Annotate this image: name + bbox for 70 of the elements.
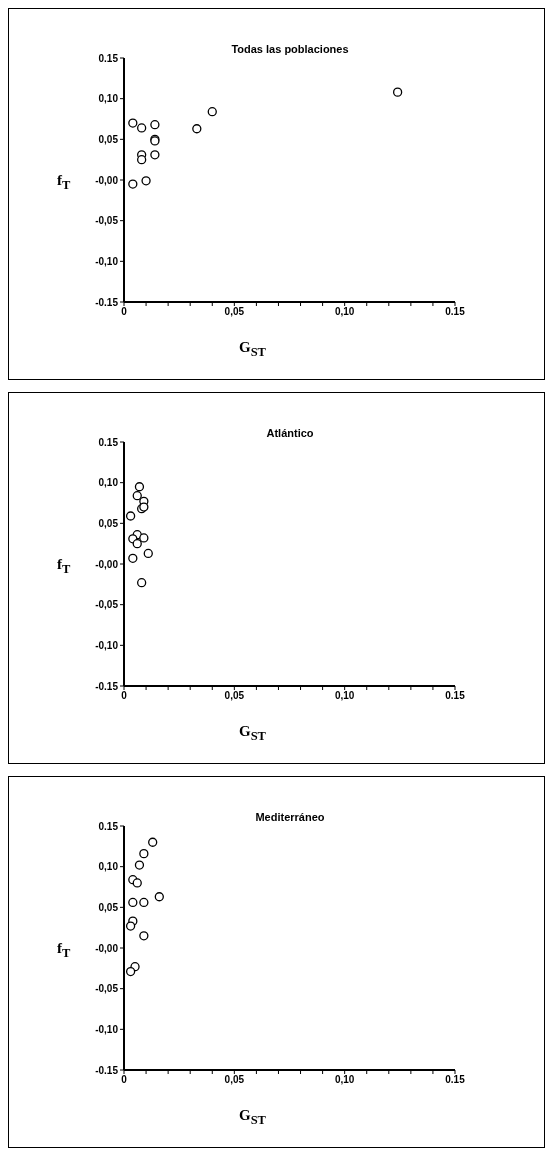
y-tick-label: -0,10: [95, 255, 119, 267]
chart-title: Atlántico: [266, 427, 314, 439]
y-axis-title: f$_{T}$: [57, 556, 71, 577]
point: [150, 120, 160, 130]
point: [132, 491, 142, 501]
x-tick-label: 0: [121, 306, 128, 318]
y-tick-label: -0.15: [95, 1064, 119, 1076]
point: [139, 897, 149, 908]
point: [137, 578, 147, 588]
y-tick-label: 0.15: [98, 820, 119, 832]
point: [134, 482, 145, 492]
point: [128, 897, 138, 908]
y-tick-label: 0.15: [98, 436, 119, 448]
point: [143, 548, 153, 559]
y-tick-label: 0,10: [98, 861, 119, 873]
y-tick-label: 0.15: [98, 52, 119, 64]
chart-title: Todas las poblaciones: [231, 43, 349, 55]
y-tick-label: -0,10: [95, 1023, 119, 1035]
y-tick-label: -0,05: [95, 215, 119, 227]
y-tick-label: 0,05: [98, 901, 119, 913]
point: [139, 849, 149, 859]
y-axis-title: f$_{T}$: [57, 172, 71, 193]
x-axis-title: G$_{ST}$: [239, 1107, 266, 1128]
point: [207, 107, 217, 117]
point: [125, 511, 136, 521]
point: [192, 124, 202, 134]
chart-title: Mediterráneo: [255, 811, 325, 823]
y-tick-label: 0,10: [98, 93, 119, 105]
x-tick-label: 0,10: [334, 690, 355, 702]
y-tick-label: -0,05: [95, 599, 119, 611]
point: [132, 878, 142, 888]
x-tick-label: 0,10: [334, 306, 355, 318]
point: [141, 176, 151, 186]
x-tick-label: 0,10: [334, 1074, 355, 1086]
point: [128, 118, 138, 128]
point: [137, 155, 147, 165]
x-axis-title: G$_{ST}$: [239, 339, 266, 360]
y-axis-title: f$_{T}$: [57, 940, 71, 961]
x-tick-label: 0.15: [445, 1074, 466, 1086]
y-tick-label: 0,10: [98, 477, 119, 489]
point: [128, 553, 138, 563]
x-tick-label: 0: [121, 690, 128, 702]
x-tick-label: 0.15: [445, 690, 466, 702]
y-tick-label: -0,00: [95, 942, 119, 954]
x-tick-label: 0,05: [224, 306, 245, 318]
y-tick-label: -0.15: [95, 680, 119, 692]
point: [392, 87, 403, 97]
y-tick-label: -0,10: [95, 639, 119, 651]
y-tick-label: -0,05: [95, 983, 119, 995]
y-tick-label: -0.15: [95, 296, 119, 308]
point: [132, 539, 142, 549]
x-tick-label: 0: [121, 1074, 128, 1086]
x-tick-label: 0.15: [445, 306, 466, 318]
y-tick-label: 0,05: [98, 133, 119, 145]
point: [139, 931, 149, 941]
point: [134, 860, 145, 870]
y-tick-label: -0,00: [95, 558, 119, 570]
point: [150, 150, 160, 160]
point: [125, 966, 136, 977]
x-tick-label: 0,05: [224, 690, 245, 702]
point: [148, 837, 158, 847]
point: [128, 179, 138, 189]
point: [154, 892, 164, 902]
point: [137, 123, 147, 133]
point: [125, 921, 136, 931]
x-axis-title: G$_{ST}$: [239, 723, 266, 744]
y-tick-label: -0,00: [95, 174, 119, 186]
point: [139, 533, 149, 543]
x-tick-label: 0,05: [224, 1074, 245, 1086]
y-tick-label: 0,05: [98, 517, 119, 529]
